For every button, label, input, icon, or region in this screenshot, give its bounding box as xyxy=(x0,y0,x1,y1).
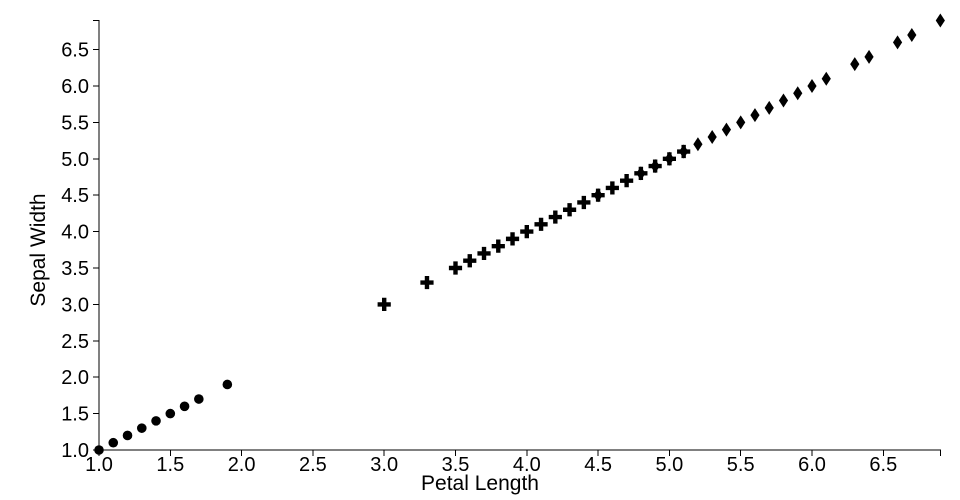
data-point-circle xyxy=(151,416,161,426)
data-point-plus xyxy=(605,181,619,195)
data-point-plus xyxy=(548,210,562,224)
data-point-plus xyxy=(620,174,634,188)
axes: 1.0 1.5 2.0 2.5 3.0 3.5 4.0 4.5 5.0 5.5 6.0 6.5 1.0 1… xyxy=(61,19,941,476)
y-tick-label: 2.0 xyxy=(61,367,89,389)
data-point-diamond xyxy=(593,188,603,203)
data-point-plus xyxy=(577,195,591,210)
y-tick-label: 4.5 xyxy=(61,185,89,207)
data-point-diamond xyxy=(679,144,689,159)
x-tick-label: 4.5 xyxy=(584,454,612,476)
x-axis-title: Petal Length xyxy=(421,472,539,495)
data-point-diamond xyxy=(650,159,660,174)
data-point-diamond xyxy=(778,93,789,108)
y-tick-label: 6.5 xyxy=(61,40,89,62)
data-point-diamond xyxy=(807,79,817,93)
data-point-circle xyxy=(136,423,147,433)
y-tick-label: 2.5 xyxy=(61,331,89,353)
data-point-plus xyxy=(448,261,463,275)
data-point-diamond xyxy=(721,122,732,137)
y-axis-line xyxy=(93,19,100,451)
data-point-plus xyxy=(463,254,477,268)
data-point-diamond xyxy=(935,13,945,28)
data-point-diamond xyxy=(750,108,760,123)
x-tick-label: 6.0 xyxy=(798,454,826,476)
data-point-circle xyxy=(179,401,190,412)
x-tick-label: 3.0 xyxy=(370,454,398,476)
data-point-diamond xyxy=(864,49,874,64)
data-point-diamond xyxy=(664,151,674,166)
x-tick-label: 3.5 xyxy=(442,454,470,476)
x-tick-label: 1.0 xyxy=(85,454,113,476)
data-point-plus xyxy=(420,275,434,290)
data-point-diamond xyxy=(707,129,717,144)
data-point-diamond xyxy=(736,115,746,130)
x-tick-label: 6.5 xyxy=(869,454,897,476)
data-point-plus xyxy=(505,232,520,246)
data-point-plus xyxy=(562,203,577,217)
data-point-diamond xyxy=(850,57,860,72)
y-tick-label: 5.0 xyxy=(61,149,89,171)
data-point-diamond xyxy=(821,71,831,86)
data-point-plus xyxy=(534,217,548,231)
data-point-circle xyxy=(122,430,133,441)
data-point-plus xyxy=(491,239,505,253)
data-point-plus xyxy=(477,246,491,261)
data-point-diamond xyxy=(793,86,803,101)
x-tick-label: 1.5 xyxy=(156,454,184,476)
data-point-circle xyxy=(94,445,104,455)
data-point-diamond xyxy=(907,28,917,43)
data-point-plus xyxy=(377,297,391,311)
y-tick-label: 1.0 xyxy=(61,440,89,462)
y-tick-label: 3.0 xyxy=(61,294,89,316)
x-tick-label: 4.0 xyxy=(513,454,541,476)
y-tick-label: 1.5 xyxy=(61,404,89,426)
y-axis-title: Sepal Width xyxy=(27,193,50,306)
data-point-diamond xyxy=(764,100,774,115)
y-tick-label: 3.5 xyxy=(61,258,89,280)
y-tick-label: 4.0 xyxy=(61,222,89,244)
data-point-circle xyxy=(194,394,204,404)
x-tick-label: 2.5 xyxy=(299,454,327,476)
data-point-circle xyxy=(222,379,233,390)
data-point-plus xyxy=(520,225,534,239)
data-point-circle xyxy=(165,408,176,419)
plot-markers xyxy=(94,13,945,455)
data-point-diamond xyxy=(892,35,903,50)
x-tick-label: 5.5 xyxy=(727,454,755,476)
x-tick-label: 5.0 xyxy=(655,454,683,476)
y-tick-label: 6.0 xyxy=(61,76,89,98)
data-point-circle xyxy=(108,437,119,448)
data-point-diamond xyxy=(693,137,703,152)
x-tick-label: 2.0 xyxy=(228,454,256,476)
data-point-diamond xyxy=(636,166,646,181)
y-tick-label: 5.5 xyxy=(61,112,89,134)
